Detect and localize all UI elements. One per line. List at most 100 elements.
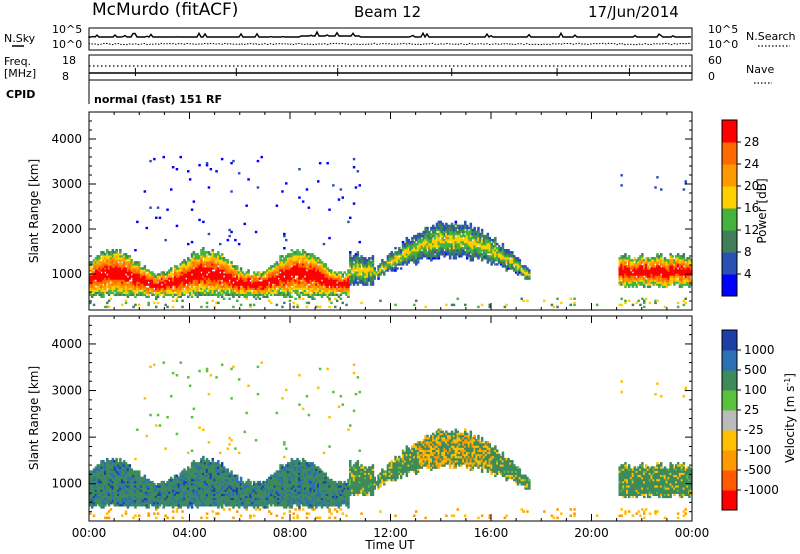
range-gate-cell	[652, 279, 655, 282]
range-gate-cell	[151, 495, 154, 499]
range-gate-cell	[660, 259, 663, 262]
range-gate-cell	[509, 259, 512, 262]
range-gate-cell	[273, 277, 277, 280]
range-gate-cell	[168, 489, 171, 492]
range-gate-cell	[122, 257, 126, 260]
range-gate-cell	[441, 251, 444, 254]
range-gate-cell	[480, 259, 484, 262]
range-gate-cell	[443, 226, 446, 230]
range-gate-cell	[132, 287, 135, 290]
range-gate-cell	[467, 236, 471, 240]
range-gate-cell	[119, 287, 122, 290]
range-gate-cell	[680, 277, 684, 280]
range-gate-cell	[441, 249, 444, 252]
range-gate-cell	[443, 240, 446, 244]
range-gate-cell	[286, 293, 290, 296]
range-gate-cell	[488, 305, 491, 309]
range-gate-cell	[686, 267, 689, 270]
range-gate-cell	[305, 271, 309, 274]
range-gate-cell	[98, 265, 101, 268]
range-gate-cell	[252, 281, 256, 284]
range-gate-cell	[100, 251, 103, 254]
range-gate-cell	[503, 251, 507, 254]
range-gate-cell	[445, 238, 448, 242]
range-gate-cell	[96, 281, 99, 284]
range-gate-cell	[522, 271, 525, 274]
range-gate-cell	[90, 287, 94, 290]
range-gate-cell	[309, 263, 312, 266]
range-gate-cell	[433, 228, 437, 232]
range-gate-cell	[147, 295, 150, 298]
range-gate-cell	[177, 267, 181, 270]
range-gate-cell	[281, 291, 284, 294]
range-gate-cell	[217, 259, 220, 262]
range-gate-cell	[448, 251, 452, 254]
range-gate-cell	[482, 242, 486, 246]
range-gate-cell	[205, 265, 209, 268]
range-gate-cell	[480, 257, 484, 260]
range-gate-cell	[262, 271, 265, 274]
range-gate-cell	[190, 295, 194, 298]
range-gate-cell	[315, 267, 318, 270]
range-gate-cell	[113, 281, 116, 284]
range-gate-cell	[273, 265, 277, 268]
range-gate-cell	[166, 501, 169, 505]
range-gate-cell	[92, 303, 96, 307]
range-gate-cell	[226, 277, 230, 280]
range-gate-cell	[183, 283, 186, 286]
range-gate-cell	[475, 232, 478, 236]
range-gate-cell	[296, 293, 299, 296]
range-gate-cell	[513, 267, 516, 270]
range-gate-cell	[430, 238, 433, 242]
range-gate-cell	[192, 263, 196, 266]
range-gate-cell	[292, 285, 295, 288]
range-gate-cell	[205, 263, 209, 266]
range-gate-cell	[424, 247, 427, 250]
range-gate-cell	[358, 269, 361, 272]
range-gate-cell	[467, 249, 471, 252]
range-gate-cell	[650, 271, 653, 274]
range-gate-cell	[181, 299, 184, 302]
range-gate-cell	[464, 230, 467, 234]
range-gate-cell	[243, 273, 246, 276]
range-gate-cell	[211, 261, 214, 264]
range-gate-cell	[90, 470, 94, 473]
range-gate-cell	[315, 293, 318, 296]
range-gate-cell	[132, 283, 135, 286]
range-gate-cell	[119, 267, 122, 270]
range-gate-cell	[134, 263, 137, 266]
range-gate-cell	[100, 491, 103, 494]
range-gate-cell	[243, 285, 246, 288]
range-gate-cell	[663, 261, 667, 264]
range-gate-cell	[166, 283, 169, 286]
range-gate-cell	[177, 293, 181, 296]
range-gate-cell	[637, 271, 640, 274]
range-gate-cell	[432, 234, 435, 238]
range-gate-cell	[416, 238, 420, 242]
range-gate-cell	[211, 267, 214, 270]
range-gate-cell	[115, 255, 118, 258]
range-gate-cell	[256, 277, 260, 280]
range-gate-cell	[648, 259, 652, 262]
range-gate-cell	[300, 253, 303, 256]
range-gate-cell	[228, 228, 231, 232]
range-gate-cell	[211, 273, 214, 276]
range-gate-cell	[111, 468, 115, 471]
range-gate-cell	[656, 299, 659, 302]
range-gate-cell	[665, 261, 669, 264]
range-gate-cell	[298, 257, 301, 260]
range-gate-cell	[139, 480, 143, 484]
range-gate-cell	[106, 279, 109, 282]
range-gate-cell	[119, 483, 122, 486]
range-gate-cell	[375, 273, 378, 276]
range-gate-cell	[424, 240, 427, 244]
range-gate-cell	[115, 478, 118, 482]
range-gate-cell	[94, 281, 98, 284]
range-gate-cell	[132, 476, 135, 480]
range-gate-cell	[107, 305, 111, 309]
range-gate-cell	[94, 293, 98, 296]
range-gate-cell	[239, 293, 243, 296]
range-gate-cell	[433, 236, 437, 240]
range-gate-cell	[196, 291, 199, 294]
range-gate-cell	[113, 489, 116, 492]
